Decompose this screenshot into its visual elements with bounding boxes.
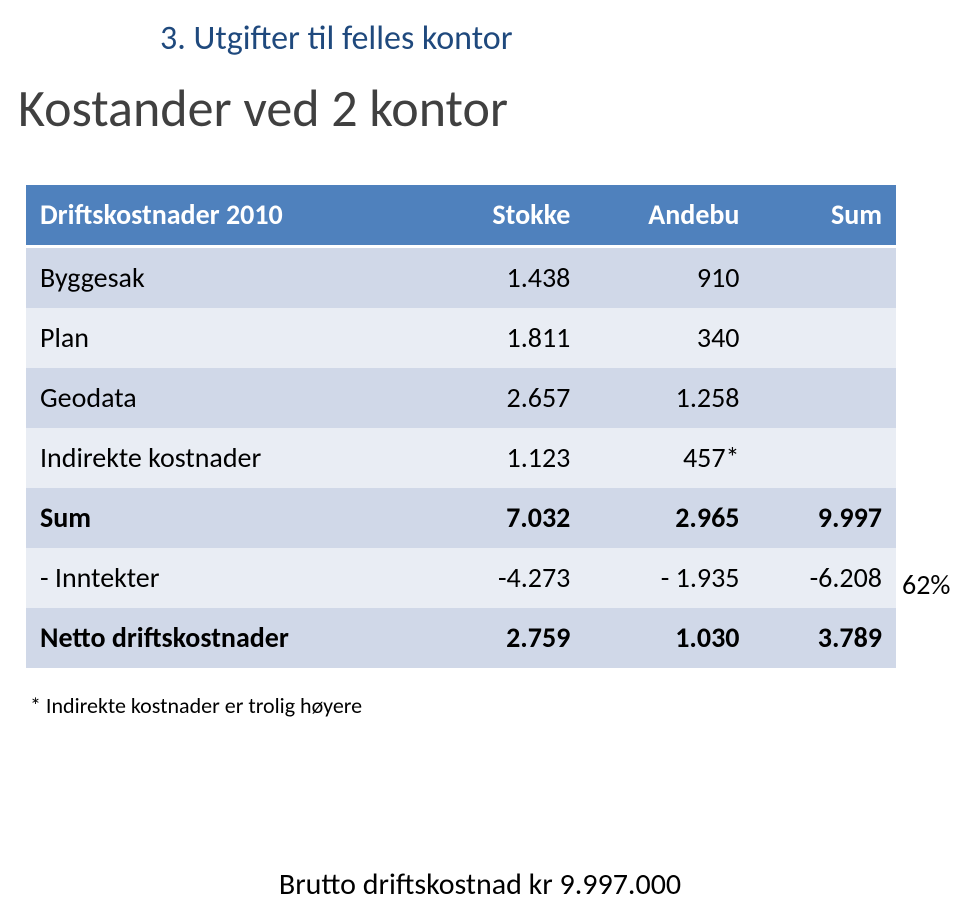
cell-value: 1.030: [584, 608, 753, 668]
table-row: Byggesak 1.438 910: [26, 246, 896, 308]
cell-value: 3.789: [753, 608, 896, 668]
cell-value: [753, 368, 896, 428]
col-header-sum: Sum: [753, 185, 896, 247]
cell-value: -6.208: [753, 548, 896, 608]
table-row: Indirekte kostnader 1.123 457*: [26, 428, 896, 488]
cell-value: 2.965: [584, 488, 753, 548]
col-header-stokke: Stokke: [434, 185, 584, 247]
table-row: Geodata 2.657 1.258: [26, 368, 896, 428]
cell-value: 9.997: [753, 488, 896, 548]
cell-value: 1.811: [434, 308, 584, 368]
cell-value: -4.273: [434, 548, 584, 608]
cell-value: - 1.935: [584, 548, 753, 608]
bottom-summary: Brutto driftskostnad kr 9.997.000: [0, 866, 960, 903]
row-label: Netto driftskostnader: [26, 608, 434, 668]
table-header-row: Driftskostnader 2010 Stokke Andebu Sum: [26, 185, 896, 247]
row-label: Geodata: [26, 368, 434, 428]
page-title: Kostander ved 2 kontor: [18, 79, 960, 139]
cell-value: 2.759: [434, 608, 584, 668]
cell-value: 1.123: [434, 428, 584, 488]
cell-value: 2.657: [434, 368, 584, 428]
cell-value: 1.258: [584, 368, 753, 428]
cell-value: 910: [584, 246, 753, 308]
row-label: Sum: [26, 488, 434, 548]
cell-value: 340: [584, 308, 753, 368]
cell-value: 1.438: [434, 246, 584, 308]
footnote: * Indirekte kostnader er trolig høyere: [30, 692, 960, 719]
cell-value: [753, 246, 896, 308]
cell-value: [753, 308, 896, 368]
table-row: - Inntekter -4.273 - 1.935 -6.208: [26, 548, 896, 608]
row-label: - Inntekter: [26, 548, 434, 608]
section-title: 3. Utgifter til felles kontor: [160, 18, 960, 59]
cell-value: 457*: [584, 428, 753, 488]
table-row: Plan 1.811 340: [26, 308, 896, 368]
cost-table: Driftskostnader 2010 Stokke Andebu Sum B…: [26, 185, 896, 668]
cell-value: [753, 428, 896, 488]
row-label: Plan: [26, 308, 434, 368]
row-label: Byggesak: [26, 246, 434, 308]
row-label: Indirekte kostnader: [26, 428, 434, 488]
side-percentage: 62%: [902, 567, 950, 602]
slide: 3. Utgifter til felles kontor Kostander …: [0, 0, 960, 914]
cell-value: 7.032: [434, 488, 584, 548]
col-header-andebu: Andebu: [584, 185, 753, 247]
col-header-label: Driftskostnader 2010: [26, 185, 434, 247]
table-row: Netto driftskostnader 2.759 1.030 3.789: [26, 608, 896, 668]
table-row: Sum 7.032 2.965 9.997: [26, 488, 896, 548]
